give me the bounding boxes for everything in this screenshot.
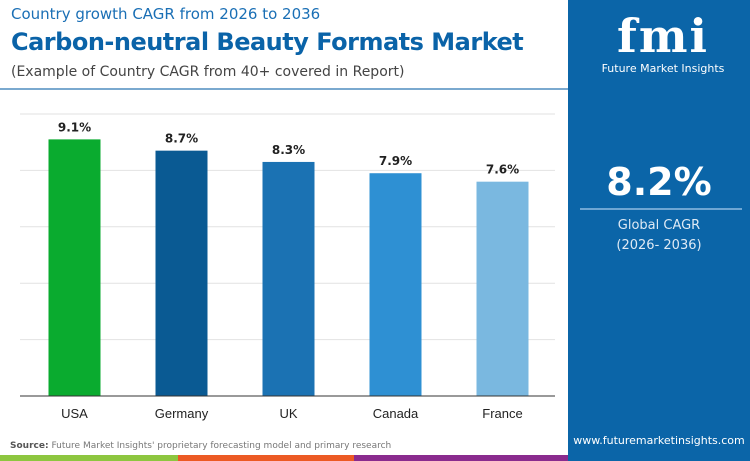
global-cagr-period: (2026- 2036)	[616, 238, 702, 253]
bar-usa	[48, 139, 101, 396]
header-divider	[0, 88, 568, 90]
panel-divider	[580, 208, 742, 210]
global-cagr-label: Global CAGR	[617, 218, 701, 233]
website-link[interactable]: www.futuremarketinsights.com	[573, 434, 745, 447]
data-label: 8.3%	[272, 143, 305, 157]
x-tick-label: Canada	[373, 406, 419, 421]
data-label: 8.7%	[165, 132, 198, 146]
bar-france	[476, 181, 529, 396]
x-tick-label: France	[482, 406, 522, 421]
source-text: Future Market Insights' proprietary fore…	[51, 441, 392, 451]
footer-strip-green	[0, 455, 178, 461]
logo-name: Future Market Insights	[601, 62, 725, 75]
bar-germany	[155, 150, 208, 396]
chart-title: Carbon-neutral Beauty Formats Market	[11, 28, 524, 56]
x-tick-label: UK	[279, 406, 297, 421]
bar-canada	[369, 173, 422, 396]
source-note: Source: Future Market Insights' propriet…	[10, 441, 391, 451]
logo-mark: fmi	[617, 9, 709, 63]
data-label: 9.1%	[58, 120, 91, 134]
bar-uk	[262, 161, 315, 396]
fmi-logo: fmi Future Market Insights	[598, 10, 728, 75]
footer-strip-orange	[178, 455, 354, 461]
data-label: 7.6%	[486, 163, 519, 177]
data-label: 7.9%	[379, 154, 412, 168]
global-cagr-caption: Global CAGR (2026- 2036)	[568, 216, 750, 256]
source-label: Source:	[10, 441, 49, 451]
bar-chart: 9.1% USA 8.7% Germany 8.3% UK 7.9% Canada 7.6% Fr…	[20, 113, 555, 421]
chart-subtitle: Country growth CAGR from 2026 to 2036	[11, 5, 321, 23]
global-cagr-value: 8.2%	[606, 160, 712, 204]
x-tick-label: Germany	[155, 406, 209, 421]
chart-note: (Example of Country CAGR from 40+ covere…	[11, 64, 405, 80]
summary-panel: fmi Future Market Insights 8.2% Global C…	[568, 0, 750, 461]
x-tick-label: USA	[61, 406, 88, 421]
footer-strip-purple	[354, 455, 568, 461]
